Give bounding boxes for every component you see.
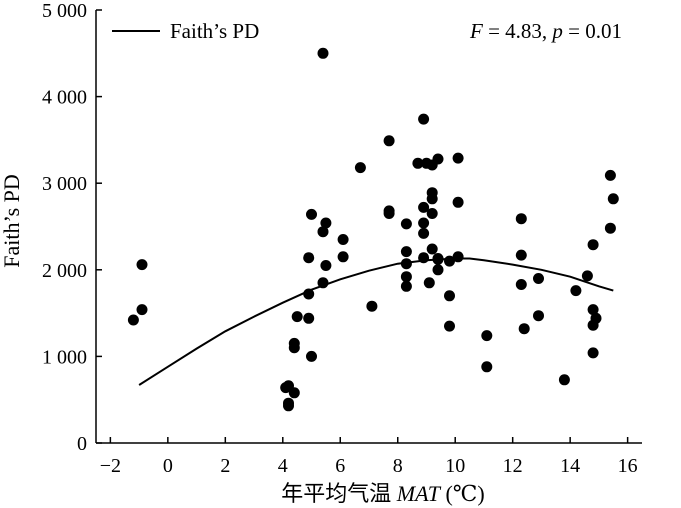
data-point <box>303 312 315 324</box>
data-point <box>444 320 455 332</box>
data-point <box>570 285 582 297</box>
x-tick-label: 8 <box>393 455 403 477</box>
x-tick-label: 2 <box>220 455 230 477</box>
x-tick-label: 14 <box>560 455 580 477</box>
data-point <box>604 222 616 234</box>
data-point <box>383 208 395 219</box>
x-ticks: −2 0 2 4 6 8 10 12 14 16 <box>100 437 638 477</box>
data-point <box>452 251 464 263</box>
data-point <box>481 330 493 342</box>
data-point <box>515 249 527 261</box>
data-point <box>426 243 438 255</box>
data-point <box>400 258 412 270</box>
x-tick-label: 16 <box>618 455 638 477</box>
data-point <box>587 239 599 251</box>
data-point <box>306 350 317 362</box>
data-point <box>444 255 455 267</box>
data-point <box>288 337 300 349</box>
data-point <box>317 277 329 289</box>
x-axis-label-variable: MAT <box>396 481 442 506</box>
data-point <box>426 208 438 219</box>
data-point <box>288 387 300 399</box>
data-point <box>590 312 602 324</box>
x-axis-label-unit: (℃) <box>440 481 485 506</box>
data-point <box>452 152 464 164</box>
data-point <box>452 196 464 208</box>
data-point <box>306 208 317 220</box>
data-point <box>432 264 444 276</box>
x-tick-label: 10 <box>445 455 465 477</box>
data-point <box>418 201 430 213</box>
data-point <box>317 47 329 59</box>
data-point <box>136 304 148 316</box>
data-point <box>515 279 527 290</box>
x-axis-label-prefix: 年平均气温 <box>281 481 397 506</box>
data-point <box>432 253 444 265</box>
y-axis-label: Faith’s PD <box>0 174 24 268</box>
f-stat-value: = 4.83, <box>483 19 553 43</box>
fit-curve <box>138 257 614 386</box>
data-point <box>432 153 444 165</box>
data-point <box>518 323 530 335</box>
f-stat-symbol: F <box>469 19 483 43</box>
y-tick-label: 4 000 <box>42 87 87 109</box>
data-point <box>317 226 329 238</box>
data-point <box>366 300 378 312</box>
data-point <box>412 157 424 169</box>
data-point <box>418 252 430 264</box>
data-point <box>426 193 438 205</box>
data-point <box>418 217 430 229</box>
data-point <box>418 227 430 239</box>
data-point <box>400 246 412 258</box>
data-point <box>291 311 303 323</box>
data-point <box>444 290 455 302</box>
data-point <box>481 361 493 373</box>
data-point <box>587 347 599 359</box>
data-point <box>533 310 544 322</box>
data-point <box>127 314 139 326</box>
x-tick-label: 0 <box>163 455 173 477</box>
data-point <box>607 193 619 205</box>
data-point <box>581 270 593 282</box>
data-point <box>515 213 527 225</box>
x-axis-label: 年平均气温 MAT (℃) <box>281 481 484 506</box>
x-tick-label: 6 <box>335 455 345 477</box>
y-ticks: 0 1 000 2 000 3 000 4 000 5 000 <box>42 0 102 455</box>
data-point <box>383 135 395 147</box>
legend: Faith’s PD <box>112 19 259 43</box>
data-point <box>423 277 435 289</box>
data-point <box>320 260 332 271</box>
p-value-value: = 0.01 <box>563 19 622 43</box>
data-point <box>587 304 599 316</box>
data-point <box>320 217 332 229</box>
data-point <box>136 259 148 271</box>
data-point <box>418 113 430 125</box>
x-tick-label: 4 <box>278 455 288 477</box>
data-point <box>283 397 294 409</box>
data-point <box>558 374 570 386</box>
p-value-symbol: p <box>550 19 563 43</box>
x-tick-label: 12 <box>503 455 523 477</box>
data-point <box>400 280 412 292</box>
data-points <box>127 47 619 412</box>
y-tick-label: 5 000 <box>42 0 87 22</box>
y-tick-label: 1 000 <box>42 346 87 368</box>
data-point <box>533 273 544 284</box>
data-point <box>303 252 315 264</box>
data-point <box>400 271 412 283</box>
data-point <box>337 251 349 263</box>
data-point <box>604 169 616 181</box>
data-point <box>303 288 315 300</box>
data-point <box>400 218 412 230</box>
stats-annotation: F = 4.83, p = 0.01 <box>469 19 622 43</box>
data-point <box>354 162 366 174</box>
y-tick-label: 3 000 <box>42 173 87 195</box>
data-point <box>337 234 349 245</box>
axes: −2 0 2 4 6 8 10 12 14 16 0 1 000 2 000 3 000 4 000 5 0… <box>42 0 642 477</box>
x-tick-label: −2 <box>100 455 121 477</box>
y-tick-label: 0 <box>77 433 87 455</box>
legend-label: Faith’s PD <box>170 19 259 43</box>
y-tick-label: 2 000 <box>42 260 87 282</box>
